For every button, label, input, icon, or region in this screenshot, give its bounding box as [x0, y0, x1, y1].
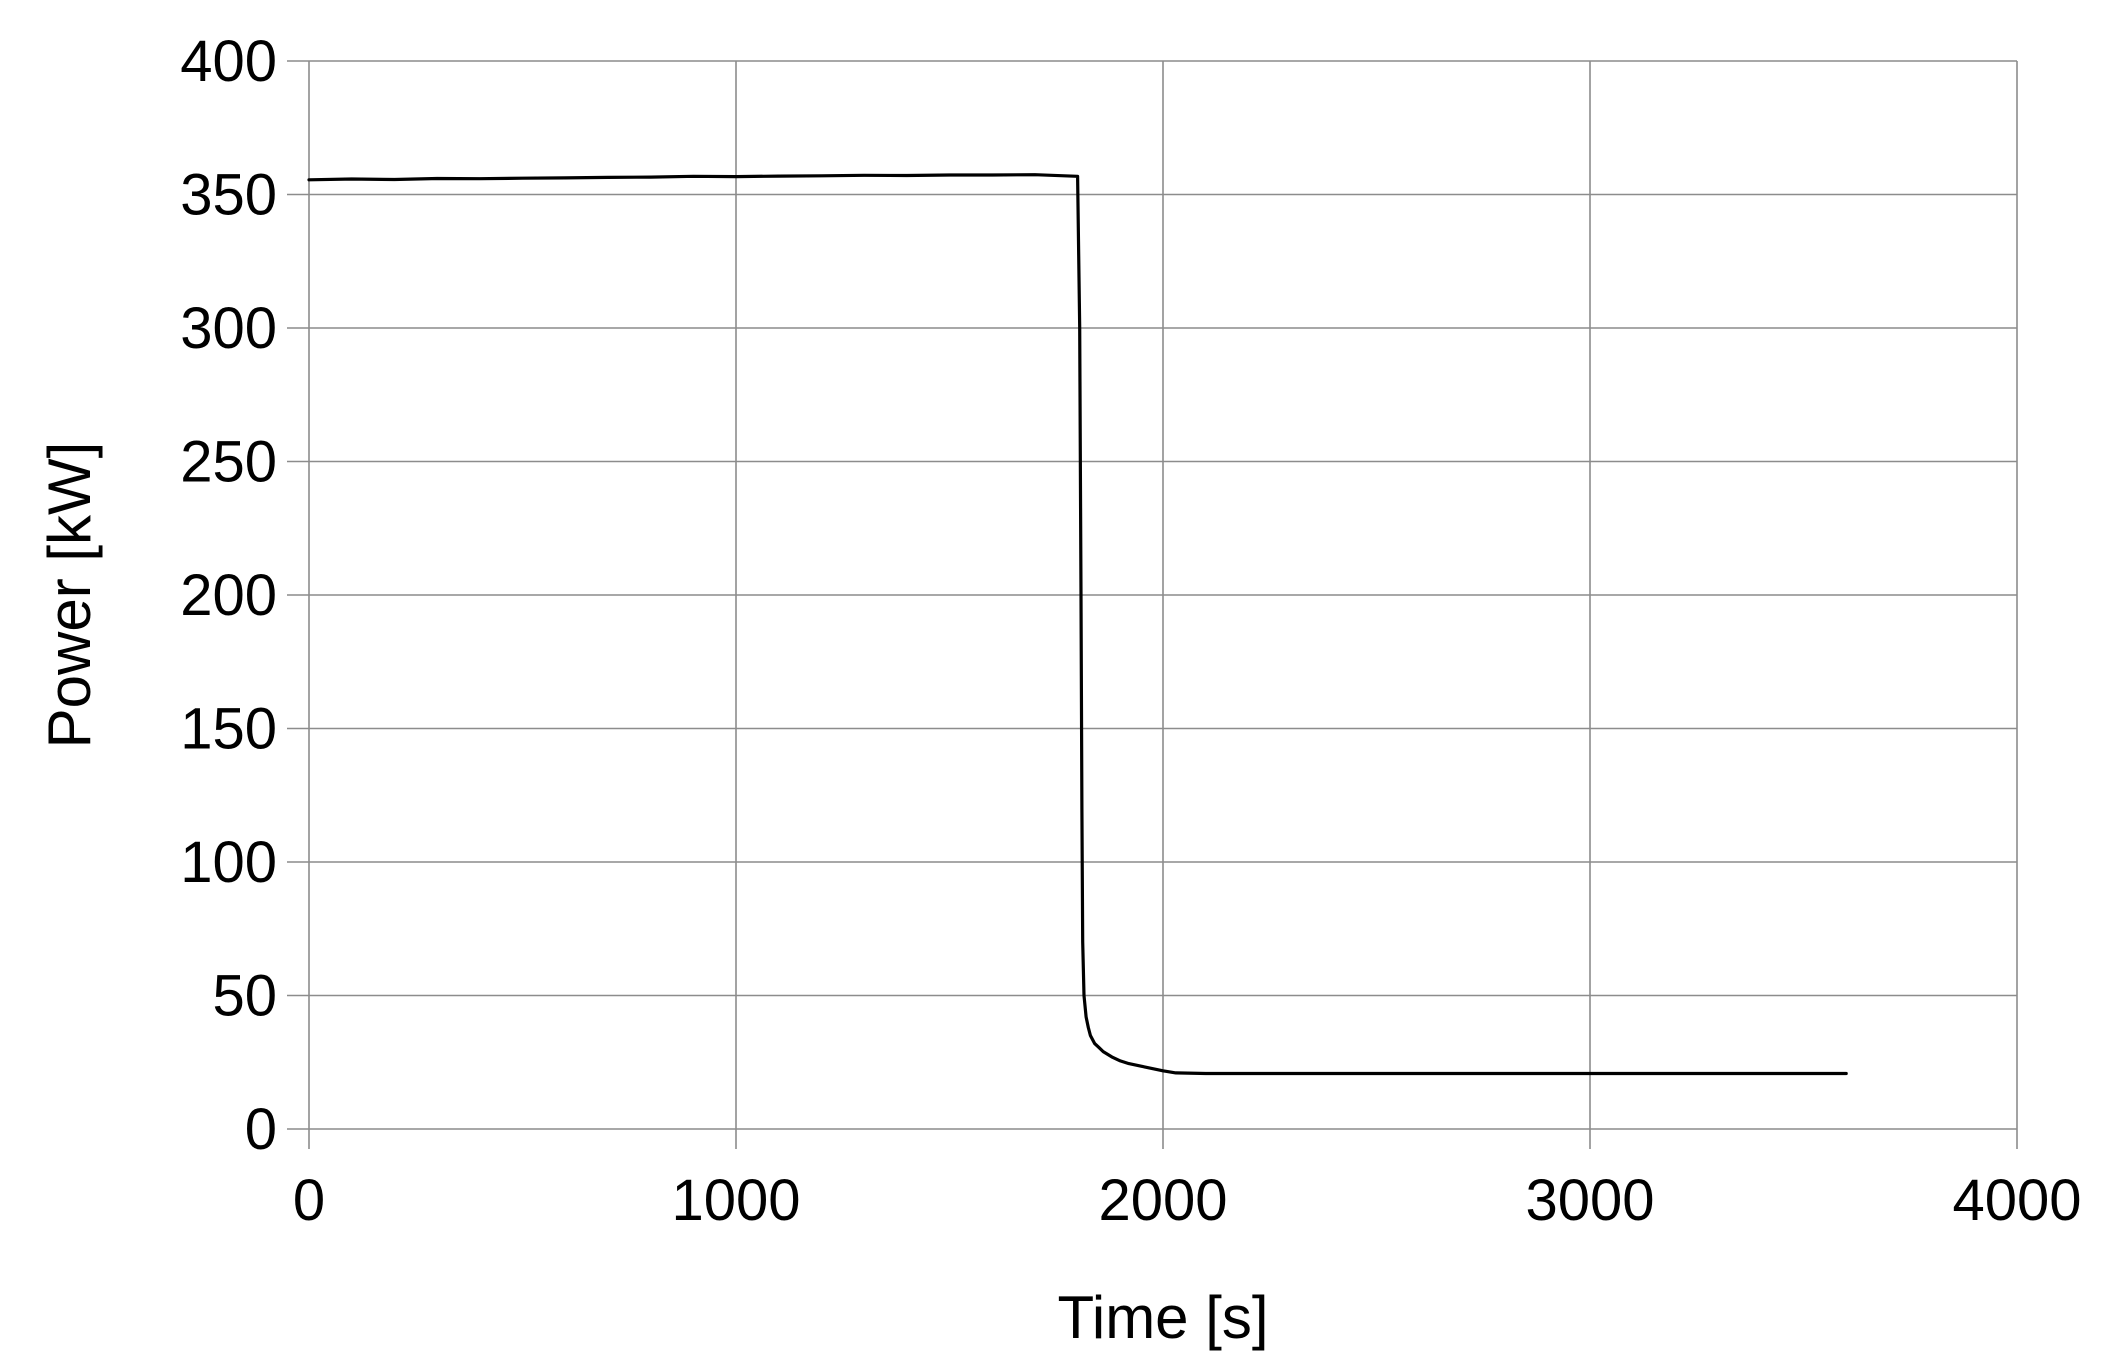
y-axis-title: Power [kW]: [36, 442, 103, 749]
y-tick-label: 100: [180, 830, 277, 895]
x-tick-label: 4000: [1952, 1168, 2081, 1233]
y-tick-label: 200: [180, 563, 277, 628]
y-tick-label: 0: [245, 1097, 277, 1162]
x-tick-label: 3000: [1525, 1168, 1654, 1233]
y-tick-label: 50: [212, 964, 277, 1029]
x-tick-labels: 0 1000 2000 3000 4000: [293, 1168, 2082, 1233]
y-tick-label: 250: [180, 430, 277, 495]
y-tick-label: 150: [180, 697, 277, 762]
x-tick-label: 1000: [671, 1168, 800, 1233]
x-tick-label: 2000: [1098, 1168, 1227, 1233]
y-tick-label: 300: [180, 296, 277, 361]
series-group: [307, 173, 1848, 1076]
tick-marks: [287, 60, 2018, 1149]
x-axis-title: Time [s]: [1057, 1284, 1268, 1351]
y-tick-label: 350: [180, 163, 277, 228]
grid-lines: [308, 60, 2018, 1130]
y-tick-label: 400: [180, 29, 277, 94]
x-tick-label: 0: [293, 1168, 325, 1233]
y-tick-labels: 0 50 100 150 200 250 300 350 400: [180, 29, 277, 1162]
series-line-0: [307, 173, 1848, 1076]
